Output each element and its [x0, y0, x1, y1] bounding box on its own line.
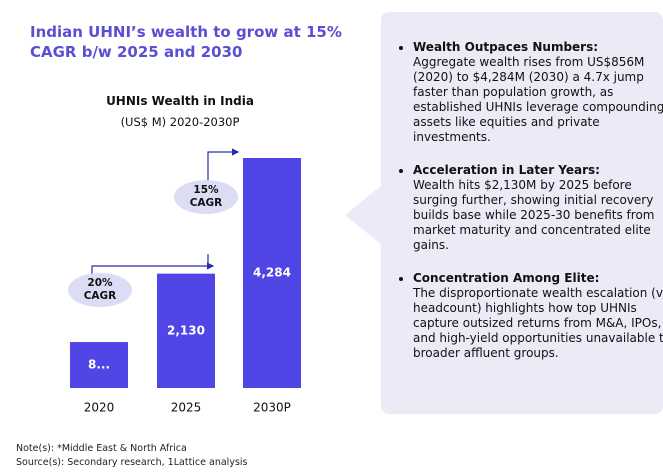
chart-subtitle: (US$ M) 2020-2030P [120, 115, 240, 129]
bullet-text: Wealth hits $2,130M by 2025 before surgi… [413, 178, 655, 252]
bullet-heading: Acceleration in Later Years: [413, 163, 600, 177]
annotation-bubble [174, 180, 238, 214]
bullet: Acceleration in Later Years:Wealth hits … [413, 163, 663, 253]
source: Source(s): Secondary research, 1Lattice … [16, 457, 248, 468]
bar [70, 342, 128, 388]
bar [243, 158, 301, 388]
bullet-text: The disproportionate wealth escalation (… [413, 286, 663, 360]
value-label: 8... [88, 358, 110, 372]
x-tick-label: 2020 [84, 401, 115, 415]
bullet: Wealth Outpaces Numbers:Aggregate wealth… [413, 40, 663, 145]
text-panel [345, 12, 663, 414]
x-tick-label: 2030P [253, 401, 291, 415]
annotation: 20% CAGR [83, 277, 117, 302]
slide-title: Indian UHNI’s wealth to grow at 15% CAGR… [30, 23, 342, 61]
annotation-bubble [68, 273, 132, 307]
bullet-text: Aggregate wealth rises from US$856M (202… [413, 55, 663, 144]
value-label: 4,284 [253, 266, 291, 280]
annotation: 15% CAGR [189, 184, 223, 209]
value-label: 2,130 [167, 323, 205, 337]
bar [157, 273, 215, 388]
note: Note(s): *Middle East & North Africa [16, 443, 187, 454]
bullet-heading: Wealth Outpaces Numbers: [413, 40, 599, 54]
bullet-heading: Concentration Among Elite: [413, 271, 600, 285]
chart-title: UHNIs Wealth in India [106, 94, 254, 108]
bullet-list: Wealth Outpaces Numbers:Aggregate wealth… [393, 40, 663, 379]
chart: 8... 2020 2,130 2025 4,284 2030P [68, 148, 301, 415]
x-tick-label: 2025 [171, 401, 202, 415]
arrow [91, 262, 215, 276]
bullet: Concentration Among Elite:The disproport… [413, 271, 663, 361]
